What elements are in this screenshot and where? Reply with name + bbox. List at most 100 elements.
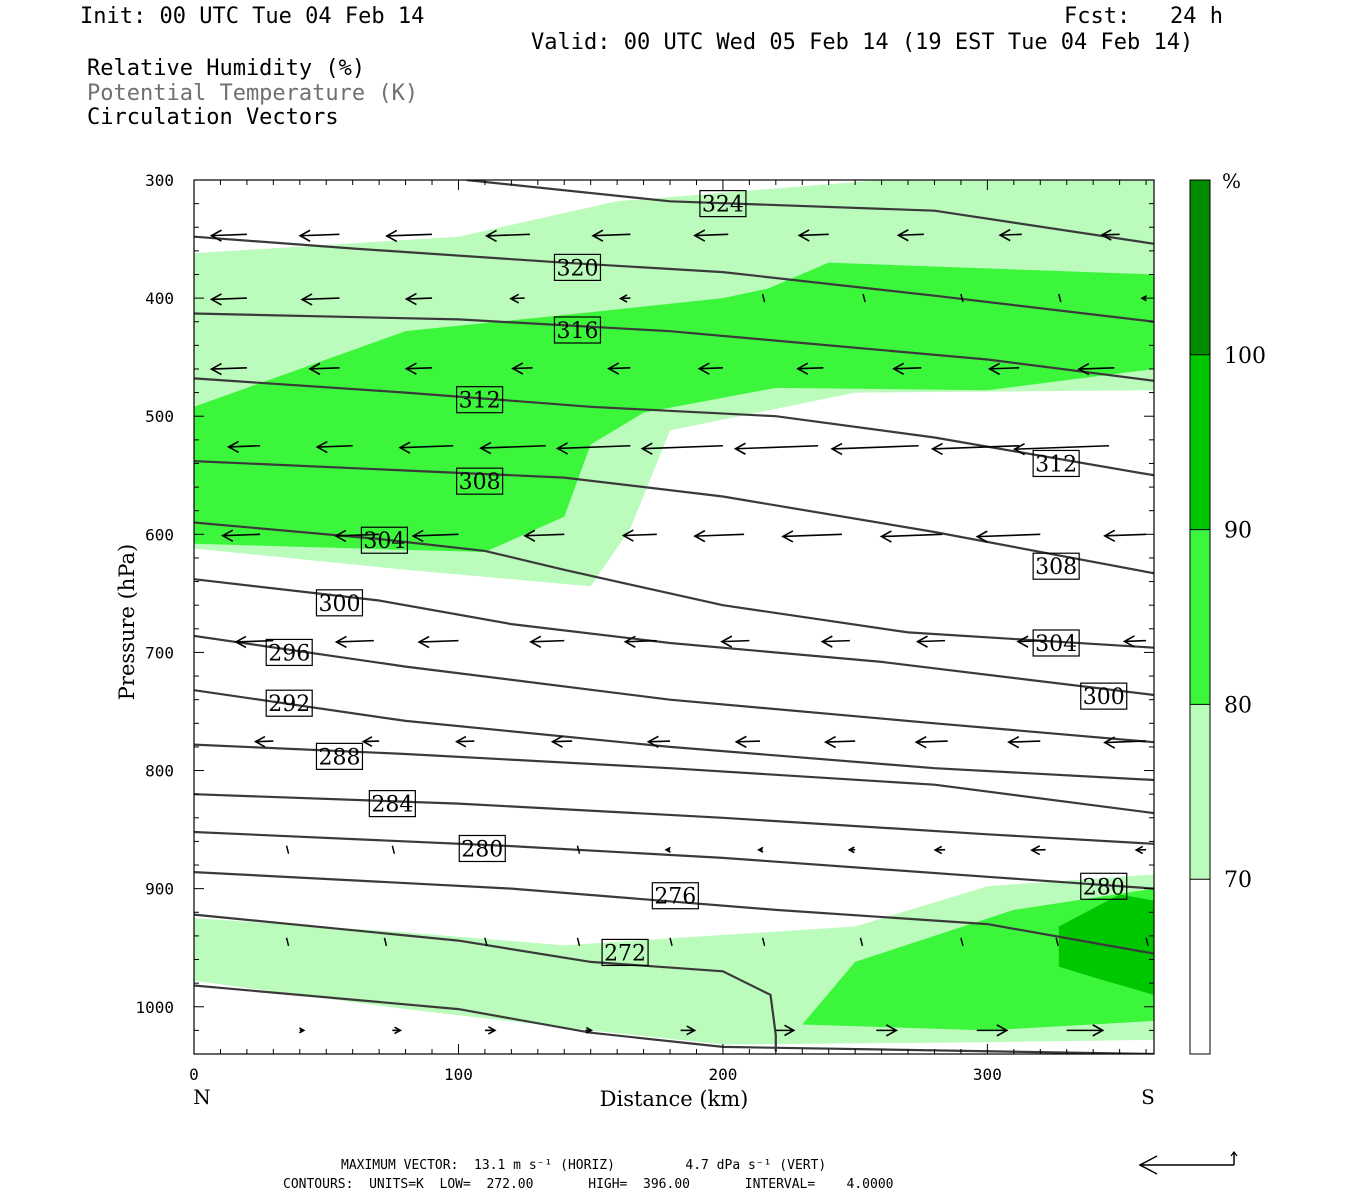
circulation-vector bbox=[209, 362, 247, 376]
colorbar-swatch bbox=[1190, 704, 1210, 880]
theta-contours bbox=[194, 180, 1154, 1054]
circulation-vector bbox=[484, 1026, 497, 1035]
circulation-vector bbox=[555, 442, 631, 455]
x-tick-label: 200 bbox=[708, 1065, 737, 1084]
circulation-vector bbox=[975, 530, 1041, 543]
contour-label-280: 280 bbox=[1080, 872, 1128, 900]
circulation-vector bbox=[697, 362, 723, 375]
svg-text:304: 304 bbox=[363, 529, 405, 554]
circulation-vector bbox=[1030, 845, 1046, 856]
circulation-vector bbox=[1077, 362, 1115, 376]
circulation-vector bbox=[511, 362, 533, 375]
circulation-vector bbox=[404, 362, 433, 375]
colorbar-frame bbox=[1189, 179, 1211, 1055]
circulation-vector bbox=[1100, 229, 1120, 241]
circulation-vector bbox=[484, 937, 488, 946]
y-tick-label: 400 bbox=[145, 289, 174, 308]
circulation-vector bbox=[930, 442, 1020, 456]
circulation-vector bbox=[1122, 635, 1147, 648]
colorbar-unit: % bbox=[1222, 169, 1241, 193]
theta-contour-312 bbox=[194, 377, 1154, 477]
circulation-vector bbox=[680, 1025, 697, 1036]
circulation-vector bbox=[607, 362, 631, 375]
svg-text:308: 308 bbox=[1035, 555, 1077, 580]
circulation-vector bbox=[933, 845, 946, 855]
circulation-vector bbox=[646, 735, 671, 749]
circulation-vector bbox=[1103, 736, 1147, 749]
circulation-vector bbox=[334, 635, 374, 649]
circulation-vector bbox=[761, 293, 766, 303]
colorbar-label: 80 bbox=[1224, 693, 1252, 718]
plot-frame bbox=[193, 179, 1155, 1055]
y-tick-label: 300 bbox=[145, 171, 174, 190]
colorbar-label: 70 bbox=[1224, 868, 1252, 893]
circulation-vector bbox=[385, 229, 433, 243]
x-end-label-north: N bbox=[193, 1085, 211, 1109]
contour-label-292: 292 bbox=[265, 689, 313, 717]
rh-shading bbox=[194, 180, 1154, 1045]
circulation-vector bbox=[221, 529, 261, 542]
axes: 300 400 500 600 700 800 900 1000 0 100 200 300 N S Dis… bbox=[115, 171, 1155, 1111]
y-axis-label: Pressure (hPa) bbox=[115, 544, 139, 700]
contour-label-272: 272 bbox=[601, 938, 649, 966]
circulation-vector bbox=[1103, 529, 1147, 543]
circulation-vector bbox=[300, 293, 340, 306]
circulation-vector bbox=[797, 229, 829, 242]
circulation-vector bbox=[484, 229, 530, 243]
circulation-vector bbox=[576, 845, 581, 854]
circulation-vector bbox=[998, 228, 1022, 242]
circulation-vector bbox=[892, 362, 922, 375]
theta-contour-284 bbox=[194, 830, 1154, 890]
circulation-vector bbox=[509, 293, 525, 304]
theta-contour-292 bbox=[194, 743, 1154, 815]
theta-contour-280 bbox=[194, 871, 1154, 955]
circulation-vector bbox=[960, 937, 964, 946]
y-tick-label: 900 bbox=[145, 880, 174, 899]
circulation-vector bbox=[876, 1024, 898, 1037]
circulation-vector bbox=[1012, 442, 1110, 456]
circulation-vector bbox=[640, 442, 723, 455]
circulation-vector bbox=[756, 846, 764, 853]
circulation-vector bbox=[484, 845, 488, 854]
circulation-vector bbox=[234, 635, 274, 649]
circulation-vector bbox=[618, 294, 631, 303]
circulation-vector bbox=[411, 529, 459, 543]
contour-label-312: 312 bbox=[456, 386, 504, 414]
contour-label-276: 276 bbox=[651, 882, 699, 910]
colorbar-label: 100 bbox=[1224, 344, 1266, 369]
contour-label-324: 324 bbox=[699, 190, 747, 218]
circulation-vector bbox=[523, 529, 565, 542]
circulation-vector bbox=[391, 845, 396, 854]
circulation-vector bbox=[896, 229, 924, 242]
footer-contours: CONTOURS: UNITS=K LOW= 272.00 HIGH= 396.… bbox=[283, 1177, 894, 1192]
svg-text:272: 272 bbox=[604, 941, 646, 966]
circulation-vector bbox=[398, 441, 454, 454]
contour-label-304: 304 bbox=[1032, 629, 1080, 657]
footer-max-vector: MAXIMUM VECTOR: 13.1 m s⁻¹ (HORIZ) 4.7 d… bbox=[341, 1158, 827, 1173]
circulation-vector bbox=[591, 229, 631, 242]
circulation-vector bbox=[823, 735, 856, 749]
circulation-vector bbox=[361, 736, 380, 748]
x-end-label-south: S bbox=[1141, 1085, 1155, 1109]
circulation-vector bbox=[334, 529, 380, 543]
theta-contour-296 bbox=[194, 689, 1154, 782]
circulation-vector bbox=[479, 441, 546, 455]
contour-label-284: 284 bbox=[368, 790, 416, 818]
circulation-vector bbox=[1007, 735, 1041, 749]
x-tick-label: 0 bbox=[189, 1065, 199, 1084]
circulation-vector bbox=[1058, 293, 1062, 303]
circulation-vector bbox=[1016, 635, 1046, 648]
circulation-vector bbox=[796, 362, 824, 375]
svg-text:280: 280 bbox=[1083, 875, 1125, 900]
svg-text:296: 296 bbox=[268, 641, 310, 666]
svg-text:308: 308 bbox=[459, 470, 501, 495]
circulation-vector bbox=[392, 1026, 403, 1035]
contour-label-280: 280 bbox=[458, 834, 506, 862]
circulation-vector bbox=[529, 635, 565, 649]
svg-text:292: 292 bbox=[268, 692, 310, 717]
contour-label-316: 316 bbox=[553, 316, 602, 344]
circulation-vector bbox=[664, 846, 671, 853]
theta-contour-276 bbox=[194, 913, 777, 1052]
circulation-vector bbox=[209, 229, 247, 242]
